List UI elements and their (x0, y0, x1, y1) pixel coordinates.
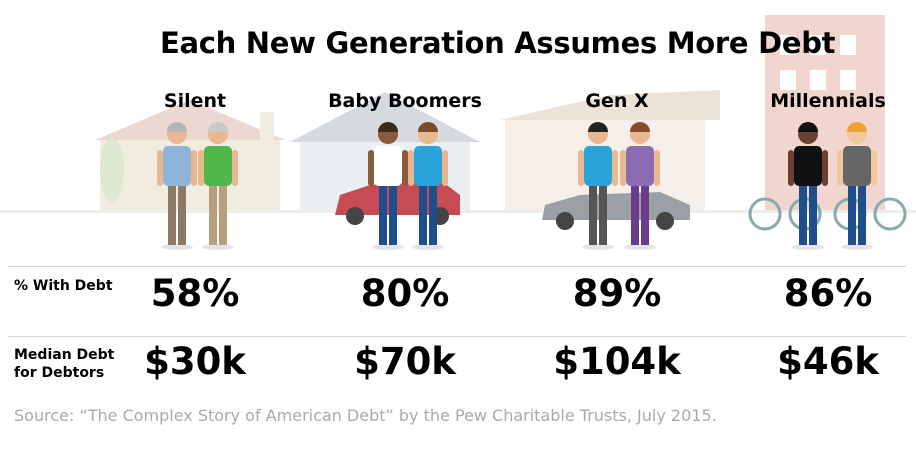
illustration-shape (260, 112, 274, 142)
illustration-shape (847, 122, 867, 132)
illustration-shape (840, 35, 856, 55)
illustration-shape (584, 146, 612, 186)
illustration-shape (389, 180, 397, 245)
cell-value: 86% (783, 272, 873, 315)
illustration-shape (219, 180, 227, 245)
column-header: Silent (163, 90, 227, 112)
title: Each New Generation Assumes More Debt (160, 26, 836, 60)
illustration-shape (374, 146, 402, 186)
illustration-shape (656, 212, 674, 230)
illustration-shape (419, 180, 427, 245)
illustration-shape (408, 150, 414, 186)
illustration-shape (198, 150, 204, 186)
illustration-shape (620, 150, 626, 186)
column-header: Millennials (770, 90, 886, 112)
cell-value: $46k (777, 340, 879, 383)
illustration (0, 15, 916, 250)
illustration-shape (589, 180, 597, 245)
illustration-shape (871, 150, 877, 186)
illustration-shape (208, 122, 228, 132)
illustration-shape (843, 146, 871, 186)
illustration-shape (414, 146, 442, 186)
illustration-shape (780, 70, 796, 90)
row-label: Median Debt for Debtors (14, 347, 115, 381)
illustration-shape (372, 244, 404, 250)
row-label: % With Debt (14, 278, 113, 294)
cell-value: $104k (553, 340, 681, 383)
illustration-shape (841, 244, 873, 250)
illustration-shape (798, 122, 818, 132)
illustration-shape (810, 35, 826, 55)
illustration-shape (556, 212, 574, 230)
illustration-shape (378, 122, 398, 132)
illustration-shape (202, 244, 234, 250)
illustration-shape (95, 100, 285, 140)
illustration-shape (178, 180, 186, 245)
illustration-shape (191, 150, 197, 186)
illustration-shape (157, 150, 163, 186)
illustration-shape (163, 146, 191, 186)
illustration-shape (100, 138, 124, 202)
cell-value: 80% (360, 272, 450, 315)
illustration-shape (368, 150, 374, 186)
illustration-shape (232, 150, 238, 186)
illustration-shape (809, 180, 817, 245)
illustration-shape (822, 150, 828, 186)
illustration-shape (442, 150, 448, 186)
illustration-shape (631, 180, 639, 245)
divider (8, 336, 906, 337)
illustration-shape (379, 180, 387, 245)
illustration-shape (599, 180, 607, 245)
illustration-shape (542, 192, 690, 220)
illustration-shape (161, 244, 193, 250)
illustration-shape (204, 146, 232, 186)
illustration-shape (209, 180, 217, 245)
illustration-shape (588, 122, 608, 132)
illustration-shape (799, 180, 807, 245)
illustration-shape (837, 150, 843, 186)
illustration-shape (788, 150, 794, 186)
illustration-shape (873, 197, 907, 231)
illustration-shape (748, 197, 782, 231)
people (157, 122, 877, 250)
divider (8, 266, 906, 267)
cell-value: $30k (144, 340, 246, 383)
illustration-shape (412, 244, 444, 250)
cell-value: 58% (150, 272, 240, 315)
illustration-shape (794, 146, 822, 186)
illustration-shape (624, 244, 656, 250)
illustration-shape (612, 150, 618, 186)
illustration-shape (848, 180, 856, 245)
illustration-shape (168, 180, 176, 245)
illustration-shape (840, 70, 856, 90)
cell-value: $70k (354, 340, 456, 383)
illustration-shape (626, 146, 654, 186)
illustration-shape (500, 90, 720, 120)
illustration-shape (858, 180, 866, 245)
illustration-shape (346, 207, 364, 225)
illustration-shape (630, 122, 650, 132)
illustration-shape (654, 150, 660, 186)
illustration-shape (167, 122, 187, 132)
source-note: Source: “The Complex Story of American D… (14, 406, 717, 425)
illustration-shape (418, 122, 438, 132)
illustration-shape (429, 180, 437, 245)
illustration-shape (780, 35, 796, 55)
cell-value: 89% (572, 272, 662, 315)
illustration-shape (402, 150, 408, 186)
cars (335, 180, 690, 230)
illustration-shape (810, 70, 826, 90)
illustration-shape (641, 180, 649, 245)
column-header: Baby Boomers (328, 90, 482, 112)
illustration-shape (578, 150, 584, 186)
illustration-shape (582, 244, 614, 250)
illustration-shape (792, 244, 824, 250)
column-header: Gen X (585, 90, 649, 112)
illustration-shape (335, 180, 460, 215)
